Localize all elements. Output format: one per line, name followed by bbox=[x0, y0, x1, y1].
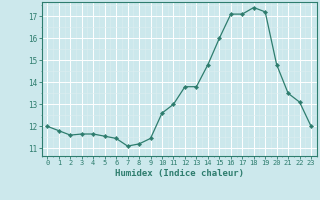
X-axis label: Humidex (Indice chaleur): Humidex (Indice chaleur) bbox=[115, 169, 244, 178]
